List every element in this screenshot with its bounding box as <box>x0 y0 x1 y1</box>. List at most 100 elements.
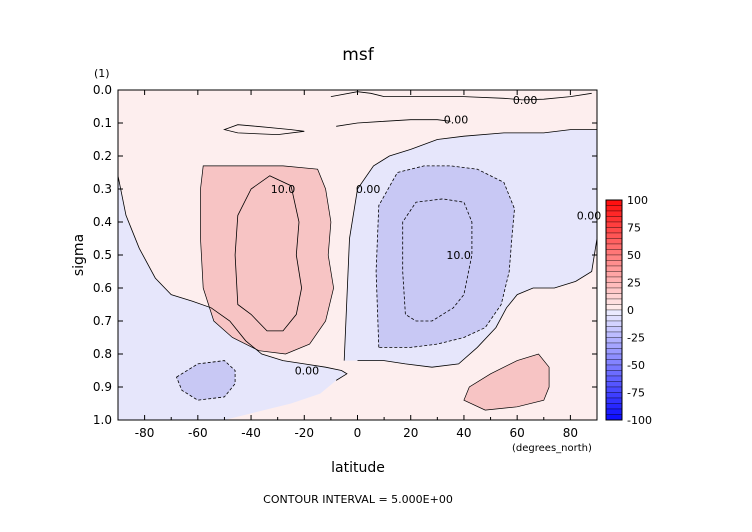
x-axis-ticks: -80 -60 -40 -20 0 20 40 60 80 <box>117 90 598 440</box>
positive-blob-contour <box>463 353 550 411</box>
colorbar-band <box>605 265 623 272</box>
positive-blob-north <box>463 354 550 411</box>
minus-ten-contour <box>402 198 473 322</box>
colorbar-label: -50 <box>627 359 645 372</box>
colorbar-label: 75 <box>627 222 641 235</box>
x-tick-label: 80 <box>563 426 578 440</box>
colorbar-band <box>605 199 623 206</box>
y-tick-label: 0.9 <box>93 380 112 394</box>
upper-contour-right <box>336 119 451 127</box>
x-tick-label: -60 <box>188 426 208 440</box>
colorbar-band <box>605 331 623 338</box>
colorbar-band <box>605 397 623 404</box>
colorbar-band <box>605 320 623 327</box>
colorbar-band <box>605 254 623 261</box>
colorbar-band <box>605 348 623 355</box>
colorbar-band <box>605 216 623 223</box>
plus-ten-contour <box>234 175 303 332</box>
y-tick-label: 0.7 <box>93 314 112 328</box>
colorbar-band <box>605 238 623 245</box>
plus-five-contour <box>200 165 334 355</box>
colorbar-band <box>605 342 623 349</box>
x-tick-label: -20 <box>294 426 314 440</box>
colorbar-band <box>605 408 623 415</box>
colorbar-label: -75 <box>627 387 645 400</box>
contour-labels: 10.0 0.00 10.0 0.00 0.00 0.00 0.00 <box>271 94 602 378</box>
colorbar-band <box>605 249 623 256</box>
colorbar-band <box>605 243 623 250</box>
colorbar-band <box>605 364 623 371</box>
colorbar-band <box>605 304 623 311</box>
x-tick-label: 40 <box>456 426 471 440</box>
contour-label: 0.00 <box>577 209 602 222</box>
y-axis-label: sigma <box>71 234 87 276</box>
colorbar-label: -100 <box>627 414 652 427</box>
colorbar-band <box>605 392 623 399</box>
positive-core-south <box>200 165 334 354</box>
y-tick-label: 0.5 <box>93 248 112 262</box>
colorbar-band <box>605 293 623 300</box>
colorbar-frame <box>605 199 623 421</box>
y-tick-label: 0.2 <box>93 149 112 163</box>
colorbar-label: 50 <box>627 249 641 262</box>
upper-thin-contour <box>223 124 305 136</box>
colorbar-band <box>605 298 623 305</box>
contour-lines <box>117 91 598 411</box>
contour-label: 0.00 <box>295 365 320 378</box>
contour-interval-footer: CONTOUR INTERVAL = 5.000E+00 <box>263 493 453 506</box>
x-axis-label: latitude <box>331 460 385 476</box>
y-axis-ticks: 0.0 0.1 0.2 0.3 0.4 0.5 0.6 0.7 0.8 0.9 1.0 <box>93 83 597 427</box>
negative-blob-contour <box>176 360 236 401</box>
colorbar-band <box>605 359 623 366</box>
colorbar-band <box>605 326 623 333</box>
negative-blob-south <box>176 360 236 401</box>
negative-core-north <box>376 165 515 348</box>
colorbar-band <box>605 370 623 377</box>
colorbar-band <box>605 210 623 217</box>
x-tick-label: -40 <box>241 426 261 440</box>
colorbar-label: 0 <box>627 304 634 317</box>
y-tick-label: 0.1 <box>93 116 112 130</box>
colorbar-band <box>605 287 623 294</box>
contour-fills <box>118 90 597 420</box>
negative-cell-south <box>118 175 347 420</box>
colorbar-band <box>605 309 623 316</box>
y-units-label: (1) <box>94 67 110 80</box>
colorbar-band <box>605 337 623 344</box>
colorbar-band <box>605 227 623 234</box>
colorbar-band <box>605 232 623 239</box>
contour-label: 0.00 <box>356 183 381 196</box>
y-tick-label: 0.6 <box>93 281 112 295</box>
colorbar-band <box>605 271 623 278</box>
colorbar: 100 75 50 25 0 -25 -50 -75 -100 <box>605 194 652 427</box>
y-tick-label: 1.0 <box>93 413 112 427</box>
colorbar-label: 25 <box>627 277 641 290</box>
top-contour <box>330 91 592 101</box>
colorbar-band <box>605 282 623 289</box>
colorbar-band <box>605 375 623 382</box>
contour-label: 0.00 <box>513 94 538 107</box>
contour-label: 10.0 <box>271 183 296 196</box>
y-tick-label: 0.0 <box>93 83 112 97</box>
x-tick-label: 0 <box>354 426 362 440</box>
colorbar-band <box>605 315 623 322</box>
x-tick-label: -80 <box>135 426 155 440</box>
zero-contour-south <box>117 175 348 381</box>
x-tick-label: 20 <box>403 426 418 440</box>
colorbar-band <box>605 205 623 212</box>
y-tick-label: 0.3 <box>93 182 112 196</box>
y-tick-label: 0.8 <box>93 347 112 361</box>
y-tick-label: 0.4 <box>93 215 112 229</box>
colorbar-band <box>605 276 623 283</box>
colorbar-band <box>605 260 623 267</box>
x-units-label: (degrees_north) <box>512 443 592 454</box>
colorbar-band <box>605 386 623 393</box>
chart-title: msf <box>342 45 374 65</box>
colorbar-band <box>605 414 623 421</box>
colorbar-band <box>605 403 623 410</box>
colorbar-band <box>605 381 623 388</box>
colorbar-label: 100 <box>627 194 648 207</box>
x-tick-label: 60 <box>510 426 525 440</box>
contour-label: 10.0 <box>446 249 471 262</box>
